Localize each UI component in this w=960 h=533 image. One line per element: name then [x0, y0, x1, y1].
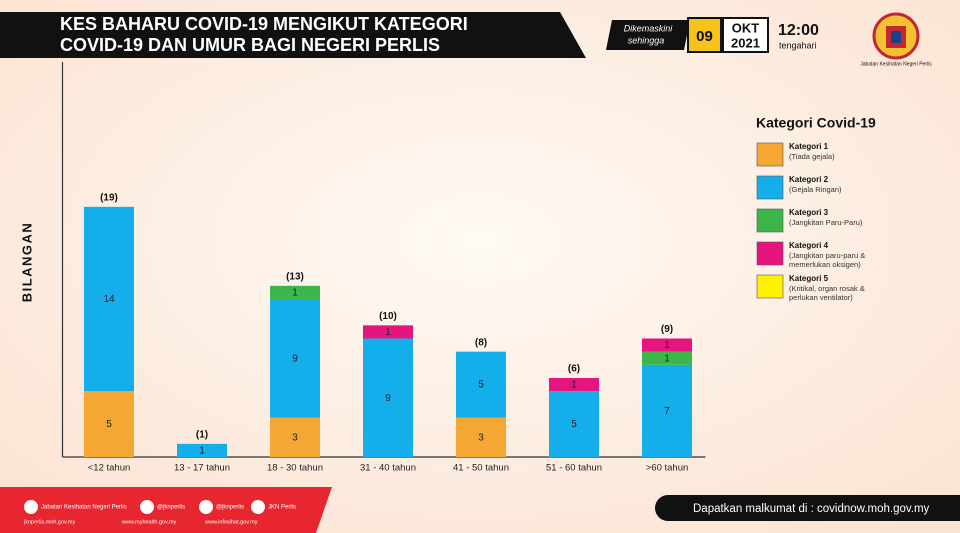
bar-segment — [270, 417, 320, 457]
time-label: tengahari — [779, 40, 817, 50]
legend-description: (Tiada gejala) — [789, 152, 835, 161]
bar-segment — [177, 443, 227, 457]
total-label: (19) — [100, 192, 118, 203]
total-label: (6) — [568, 364, 580, 375]
x-tick-label: 31 - 40 tahun — [360, 463, 416, 474]
bar-segment — [270, 285, 320, 299]
segment-label: 1 — [292, 288, 298, 299]
total-label: (1) — [196, 429, 208, 440]
legend-name: Kategori 2 — [789, 175, 829, 184]
update-label: sehingga — [628, 35, 665, 45]
social-icons — [24, 500, 265, 514]
legend-swatch — [756, 175, 784, 200]
legend-description: (Kritikal, organ rosak & — [789, 284, 865, 293]
time: 12:00 — [778, 22, 819, 39]
agency: Jabatan Kesihatan Negeri Perlis — [860, 61, 932, 67]
month-box — [722, 17, 769, 53]
legend-name: Kategori 4 — [789, 241, 829, 250]
bar-segment — [84, 206, 134, 392]
segment-label: 3 — [478, 432, 484, 443]
legend-title: Kategori Covid-19 — [756, 115, 876, 131]
title-banner — [0, 12, 586, 58]
social-facebook: Jabatan Kesihatan Negeri Perlis — [41, 505, 127, 511]
title: COVID-19 DAN UMUR BAGI NEGERI PERLIS — [60, 35, 440, 55]
legend-description: memerlukan oksigen) — [789, 260, 861, 269]
segment-label: 5 — [106, 419, 112, 430]
segment-label: 1 — [664, 353, 670, 364]
segment-label: 1 — [664, 340, 670, 351]
bar-segment — [363, 338, 413, 457]
bar-segment — [642, 338, 692, 352]
social-instagram: @jknperlis — [216, 505, 244, 511]
legend-name: Kategori 5 — [789, 274, 829, 283]
info: Dapatkan malkumat di : covidnow.moh.gov.… — [693, 503, 930, 515]
legend-description: (Jangkitan Paru-Paru) — [789, 218, 863, 227]
bar-segment — [642, 364, 692, 457]
segment-label: 14 — [103, 294, 115, 305]
title: KES BAHARU COVID-19 MENGIKUT KATEGORI — [60, 14, 468, 34]
footer-link: jknperlis.moh.gov.my — [23, 519, 75, 525]
bar-segment — [363, 325, 413, 339]
segment-label: 1 — [199, 446, 205, 457]
x-tick-label: 18 - 30 tahun — [267, 463, 323, 474]
total-label: (8) — [475, 337, 487, 348]
x-tick-label: 13 - 17 tahun — [174, 463, 230, 474]
update-box — [606, 20, 690, 50]
chart: BILANGAN 5 14 (19) <12 tahun 1 (1) 13 - 17 tahu… — [19, 62, 876, 474]
crest — [872, 12, 920, 60]
segment-label: 1 — [571, 380, 577, 391]
month: OKT — [732, 20, 760, 35]
segment-label: 1 — [385, 327, 391, 338]
legend-swatch — [756, 208, 784, 233]
segment-label: 5 — [571, 419, 577, 430]
y-axis-label: BILANGAN — [19, 222, 34, 303]
segment-label: 5 — [478, 380, 484, 391]
bar-segment — [456, 351, 506, 418]
x-tick-label: 41 - 50 tahun — [453, 463, 509, 474]
update-label: Dikemaskini — [624, 23, 674, 33]
bar-segment — [456, 417, 506, 457]
legend-name: Kategori 3 — [789, 208, 829, 217]
legend-swatch — [756, 274, 784, 299]
legend-swatch — [756, 241, 784, 266]
segment-label: 3 — [292, 432, 298, 443]
info-pill — [655, 495, 960, 521]
year: 2021 — [731, 35, 760, 50]
footer-link: www.myhealth.gov.my — [121, 519, 177, 525]
x-tick-label: <12 tahun — [88, 463, 131, 474]
segment-label: 9 — [292, 353, 298, 364]
social-jkn: JKN Perlis — [268, 505, 296, 511]
segment-label: 9 — [385, 393, 391, 404]
bar-segment — [270, 299, 320, 418]
legend-description: (Gejala Ringan) — [789, 185, 842, 194]
total-label: (9) — [661, 324, 673, 335]
legend-description: perlukan ventilator) — [789, 293, 853, 302]
legend-swatch — [756, 142, 784, 167]
day: 09 — [696, 28, 713, 45]
bar-segment — [549, 378, 599, 392]
bar-segment — [84, 391, 134, 457]
bar-segment — [642, 351, 692, 365]
x-tick-label: 51 - 60 tahun — [546, 463, 602, 474]
footer-banner — [0, 487, 332, 533]
footer-link: www.infosihat.gov.my — [204, 519, 258, 525]
legend-description: (Jangkitan paru-paru & — [789, 251, 865, 260]
segment-label: 7 — [664, 406, 670, 417]
social-twitter: @jknperlis — [157, 505, 185, 511]
legend-name: Kategori 1 — [789, 142, 829, 151]
x-tick-label: >60 tahun — [646, 463, 689, 474]
day-box — [687, 17, 722, 53]
bar-segment — [549, 391, 599, 457]
total-label: (10) — [379, 311, 397, 322]
total-label: (13) — [286, 271, 304, 282]
